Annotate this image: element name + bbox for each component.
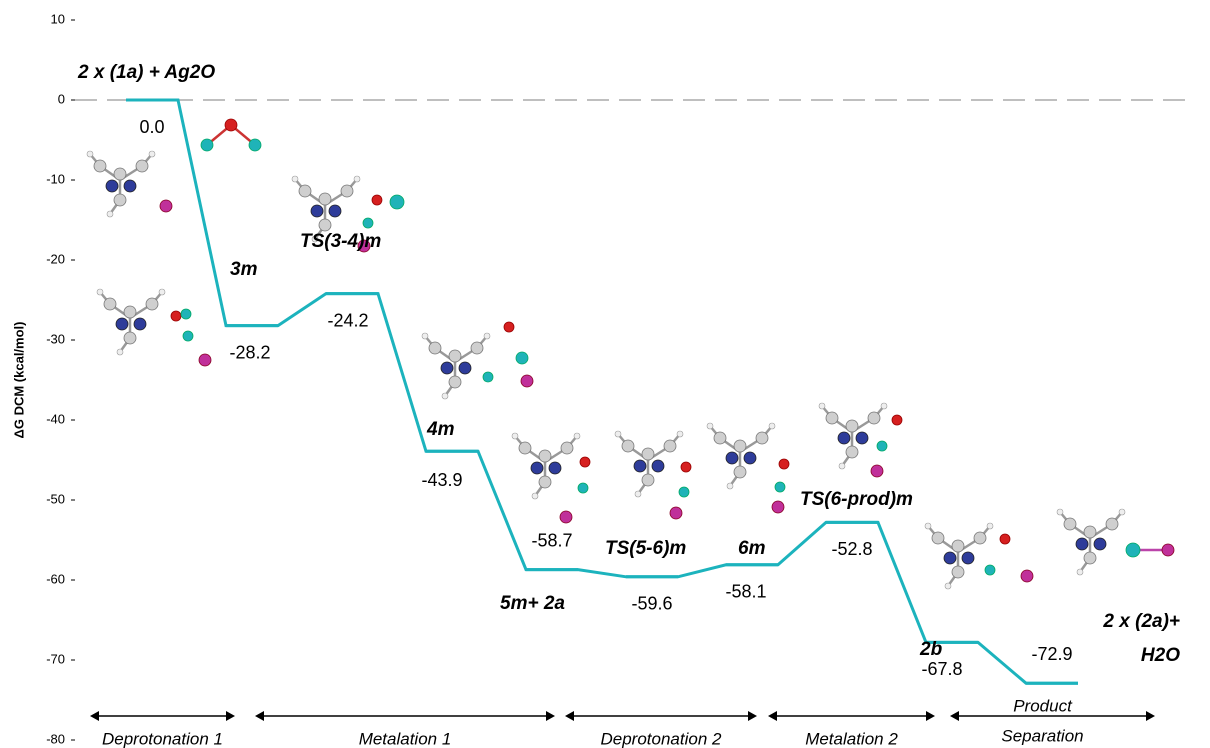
- species-label: 5m+ 2a: [500, 593, 565, 614]
- y-tick-label: 10: [51, 11, 65, 26]
- species-label: TS(3-4)m: [300, 231, 381, 252]
- stage-label: Separation: [1001, 726, 1083, 745]
- chart: ΔG DCM (kcal/mol) -80 -70 -60 -50 -40 -30 -20 -…: [0, 0, 1210, 748]
- y-tick-label: -20: [46, 251, 65, 266]
- stage-label: Metalation 1: [359, 729, 452, 748]
- y-axis-label: ΔG DCM (kcal/mol): [11, 322, 26, 439]
- value-label: -58.1: [725, 582, 766, 602]
- value-label: -67.8: [921, 659, 962, 679]
- value-label: -72.9: [1031, 644, 1072, 664]
- value-label: -58.7: [531, 530, 572, 550]
- species-label: TS(6-prod)m: [800, 489, 913, 510]
- stage-label: Deprotonation 1: [102, 729, 223, 748]
- species-label: 2 x (2a)+: [1102, 611, 1180, 632]
- species-label: H2O: [1141, 645, 1180, 666]
- species-label: 4m: [426, 419, 455, 440]
- profile-line: [126, 100, 1078, 683]
- y-tick-label: -60: [46, 571, 65, 586]
- value-label: -28.2: [229, 342, 270, 362]
- value-label: -52.8: [831, 539, 872, 559]
- value-label: -59.6: [631, 594, 672, 614]
- value-label: -43.9: [421, 470, 462, 490]
- y-tick-label: -70: [46, 651, 65, 666]
- stage-label: Product: [1013, 696, 1073, 715]
- species-label: TS(5-6)m: [605, 538, 686, 559]
- stage-label: Deprotonation 2: [601, 729, 723, 748]
- y-tick-label: -40: [46, 411, 65, 426]
- y-tick-label: -10: [46, 171, 65, 186]
- y-tick-label: -50: [46, 491, 65, 506]
- y-tick-label: -80: [46, 731, 65, 746]
- species-label: 2 x (1a) + Ag2O: [77, 62, 215, 83]
- species-label: 6m: [738, 538, 766, 559]
- y-tick-label: 0: [58, 91, 65, 106]
- value-label: 0.0: [139, 117, 164, 137]
- species-label: 3m: [230, 259, 258, 280]
- y-tick-label: -30: [46, 331, 65, 346]
- value-label: -24.2: [327, 310, 368, 330]
- species-label: 2b: [919, 639, 943, 660]
- stage-label: Metalation 2: [805, 729, 898, 748]
